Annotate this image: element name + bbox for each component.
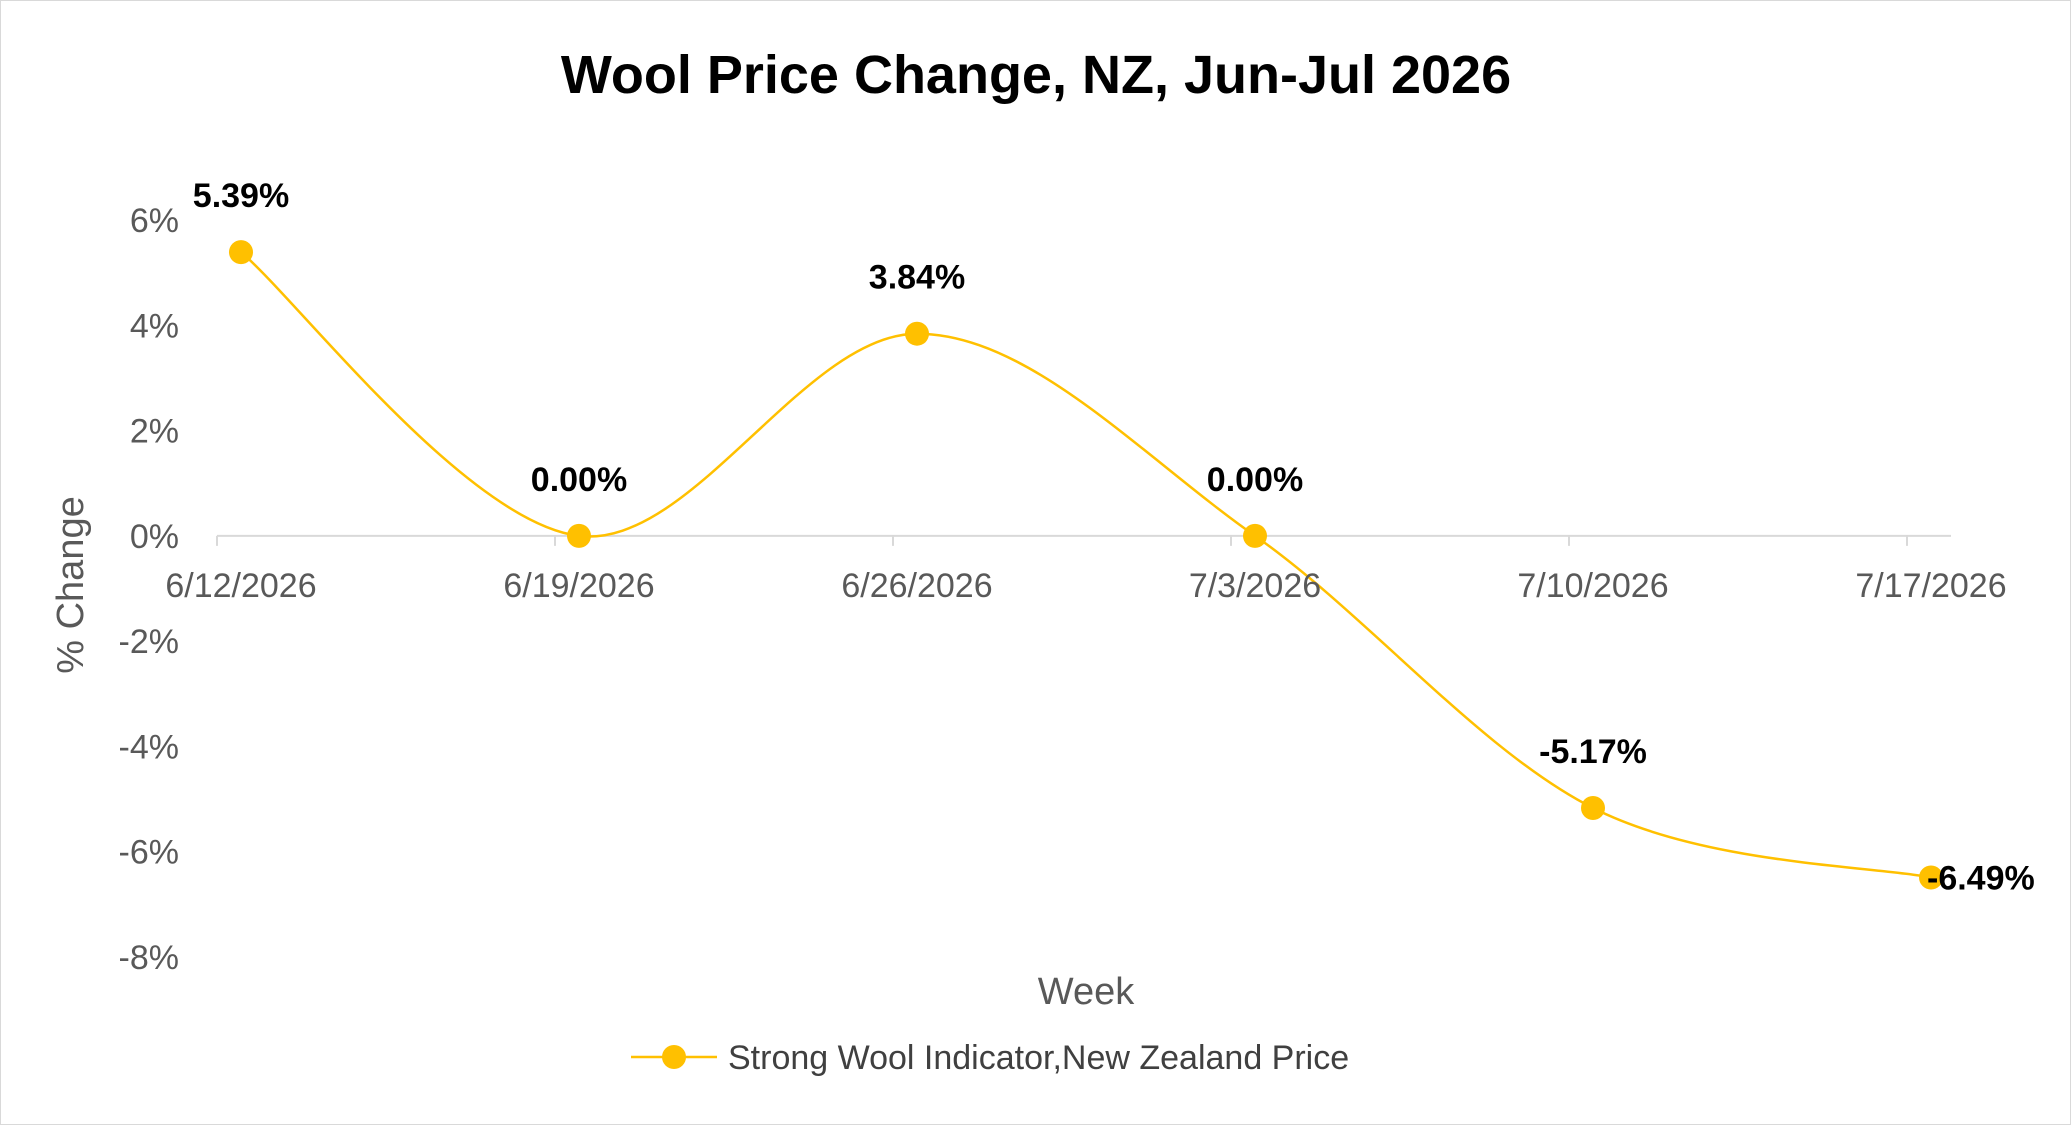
y-axis-tick-labels: 6% 4% 2% 0% -2% -4% -6% -8% [119,202,179,977]
x-tick-label: 7/17/2026 [1855,567,2006,605]
y-tick-label: -2% [119,623,179,661]
y-axis-title: % Change [50,496,92,673]
data-point [1243,523,1267,548]
y-tick-label: 4% [130,307,179,345]
y-tick-label: -6% [119,834,179,872]
x-tick-label: 7/10/2026 [1517,567,1668,605]
legend: Strong Wool Indicator,New Zealand Price [631,1039,1349,1077]
y-tick-label: -4% [119,728,179,766]
data-label: -6.49% [1927,860,2035,898]
x-tick-label: 6/19/2026 [503,567,654,605]
y-tick-label: 2% [130,413,179,451]
data-label: -5.17% [1539,733,1647,771]
chart-title: Wool Price Change, NZ, Jun-Jul 2026 [561,45,1511,105]
x-tick-label: 6/26/2026 [841,567,992,605]
data-label: 0.00% [531,461,627,499]
y-tick-label: 0% [130,518,179,556]
y-tick-label: 6% [130,202,179,240]
series-points [229,240,1943,890]
data-point [229,240,253,265]
data-point [1919,865,1943,890]
data-point [567,523,591,548]
series-line [240,251,1932,879]
legend-marker-swatch [662,1045,686,1069]
data-labels: 5.39% 0.00% 3.84% 0.00% -5.17% -6.49% [193,177,2035,897]
y-tick-label: -8% [119,939,179,977]
x-tick-label: 7/3/2026 [1189,567,1321,605]
data-point [905,321,929,346]
data-label: 0.00% [1207,461,1303,499]
x-axis-title: Week [1038,971,1135,1013]
x-axis-ticks [216,535,1908,546]
data-label: 3.84% [869,259,965,297]
x-tick-label: 6/12/2026 [165,567,316,605]
data-label: 5.39% [193,177,289,215]
legend-label: Strong Wool Indicator,New Zealand Price [728,1039,1349,1077]
x-axis-tick-labels: 6/12/2026 6/19/2026 6/26/2026 7/3/2026 7/10/… [165,567,2006,605]
data-point [1581,796,1605,821]
